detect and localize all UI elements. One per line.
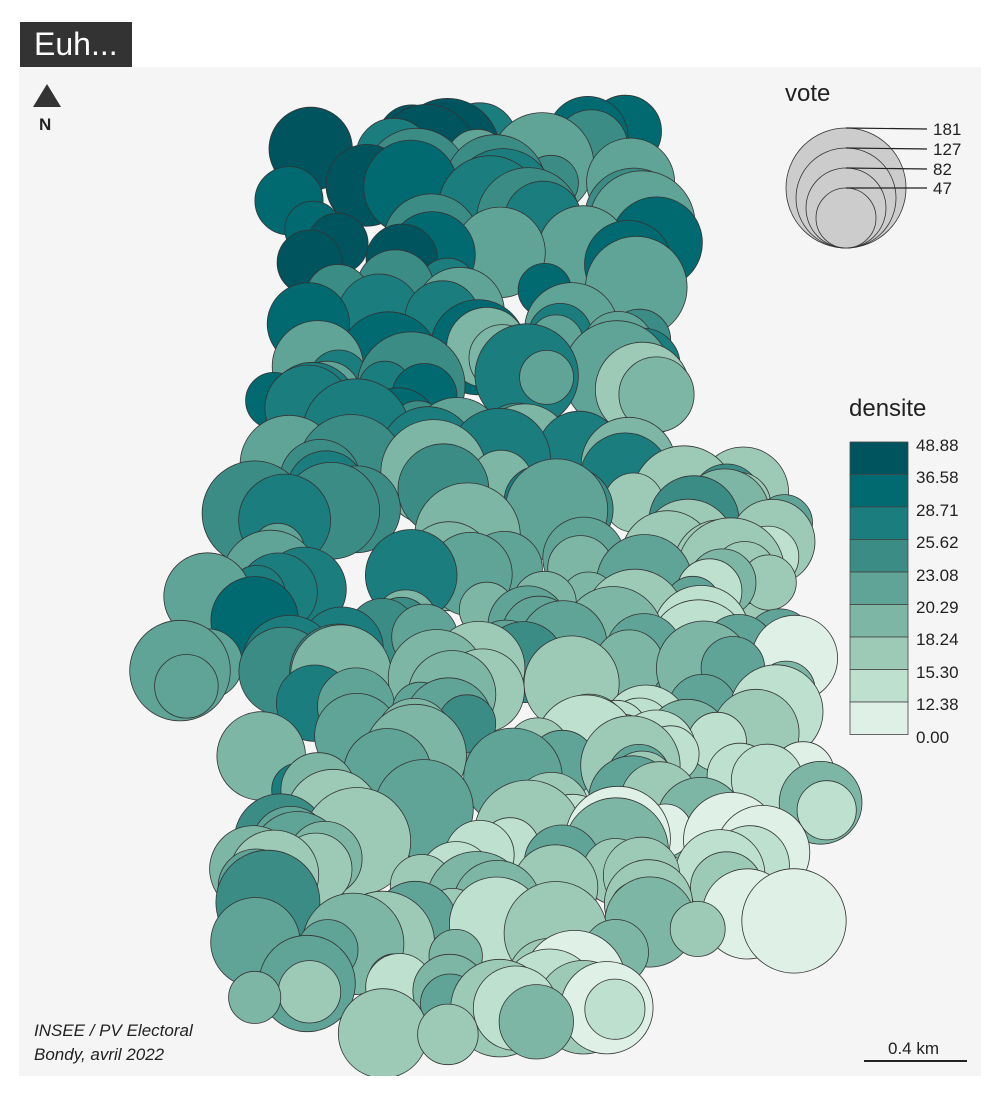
size-legend-value: 127 bbox=[933, 140, 962, 159]
legend-break-label: 25.62 bbox=[916, 533, 959, 553]
scale-label: 0.4 km bbox=[888, 1039, 940, 1058]
legend-swatch bbox=[849, 441, 909, 475]
legend-break-label: 15.30 bbox=[916, 662, 959, 682]
size-legend-value: 181 bbox=[933, 120, 962, 139]
north-arrow-icon bbox=[33, 84, 61, 107]
polling-station-bubble bbox=[337, 988, 429, 1076]
polling-station-bubble bbox=[669, 901, 726, 957]
size-legend-symbols bbox=[785, 127, 928, 249]
legend-break-label: 23.08 bbox=[916, 565, 959, 585]
legend-break-label: 0.00 bbox=[916, 727, 950, 747]
map-canvas bbox=[33, 84, 967, 1076]
source-line: INSEE / PV Electoral bbox=[34, 1021, 193, 1040]
size-legend-value: 47 bbox=[933, 179, 952, 198]
legend-swatch bbox=[849, 506, 909, 540]
polling-station-bubble bbox=[154, 654, 219, 719]
legend-swatch bbox=[849, 604, 909, 638]
size-legend-leader bbox=[845, 167, 928, 170]
size-legend-title: vote bbox=[785, 80, 831, 107]
polling-station-bubble bbox=[584, 978, 646, 1040]
size-legend-circle bbox=[815, 187, 877, 249]
legend-break-label: 20.29 bbox=[916, 598, 959, 617]
size-legend-leader bbox=[845, 127, 928, 130]
polling-station-bubble bbox=[519, 349, 574, 405]
source-line: Bondy, avril 2022 bbox=[34, 1045, 165, 1064]
polling-station-bubble bbox=[417, 1003, 479, 1066]
color-legend-title: densite bbox=[849, 395, 927, 422]
legend-swatch bbox=[849, 669, 909, 703]
legend-break-label: 36.58 bbox=[916, 468, 959, 488]
legend-swatch bbox=[849, 571, 909, 605]
map-panel bbox=[19, 67, 981, 1076]
north-label: N bbox=[39, 115, 52, 134]
legend-swatch bbox=[849, 539, 909, 573]
size-legend-value: 82 bbox=[933, 160, 952, 179]
legend-break-label: 12.38 bbox=[916, 695, 959, 715]
polling-station-bubble bbox=[498, 984, 574, 1060]
legend-break-label: 48.88 bbox=[916, 436, 959, 455]
legend-break-label: 18.24 bbox=[916, 630, 959, 650]
color-legend-swatches bbox=[849, 441, 909, 735]
map-title: Euh... bbox=[20, 22, 132, 67]
legend-swatch bbox=[849, 474, 909, 508]
size-legend-leader bbox=[845, 147, 928, 150]
proportional-symbols-layer bbox=[129, 94, 863, 1076]
polling-station-bubble bbox=[796, 780, 857, 841]
legend-swatch bbox=[849, 701, 909, 735]
legend-break-label: 28.71 bbox=[916, 500, 959, 520]
polling-station-bubble bbox=[741, 868, 847, 974]
legend-swatch bbox=[849, 636, 909, 670]
polling-station-bubble bbox=[228, 970, 282, 1024]
polling-station-bubble bbox=[277, 960, 342, 1024]
